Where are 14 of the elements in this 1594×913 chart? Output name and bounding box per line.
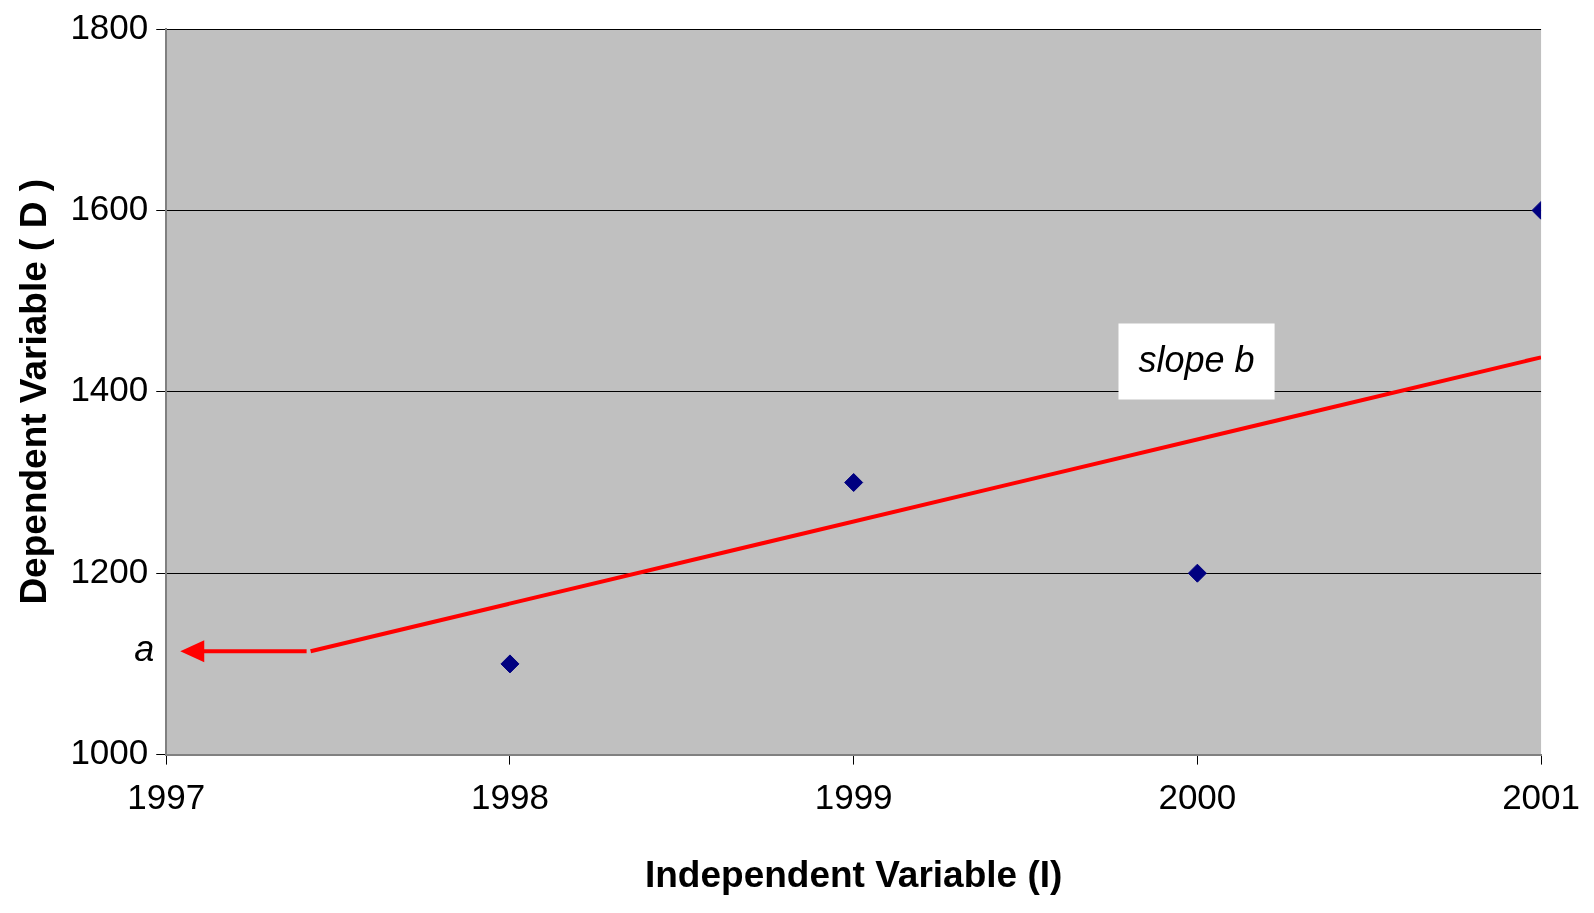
x-tick-label: 2000: [1158, 777, 1237, 817]
y-tick-label: 1800: [70, 6, 149, 46]
y-tick-label: 1000: [70, 732, 149, 772]
x-tick-label: 1998: [471, 777, 549, 817]
x-tick-label: 2001: [1502, 777, 1581, 817]
y-axis-title: Dependent Variable ( D ): [13, 179, 55, 605]
x-tick-label: 1997: [127, 777, 206, 817]
x-tick-label: 1999: [814, 777, 893, 817]
y-tick-label: 1600: [70, 188, 149, 228]
y-tick-label: 1400: [70, 369, 149, 409]
annotation: slope b: [1138, 338, 1255, 380]
x-axis-title: Independent Variable (I): [644, 854, 1063, 895]
text: a: [134, 628, 155, 670]
y-tick-label: 1200: [70, 550, 149, 590]
